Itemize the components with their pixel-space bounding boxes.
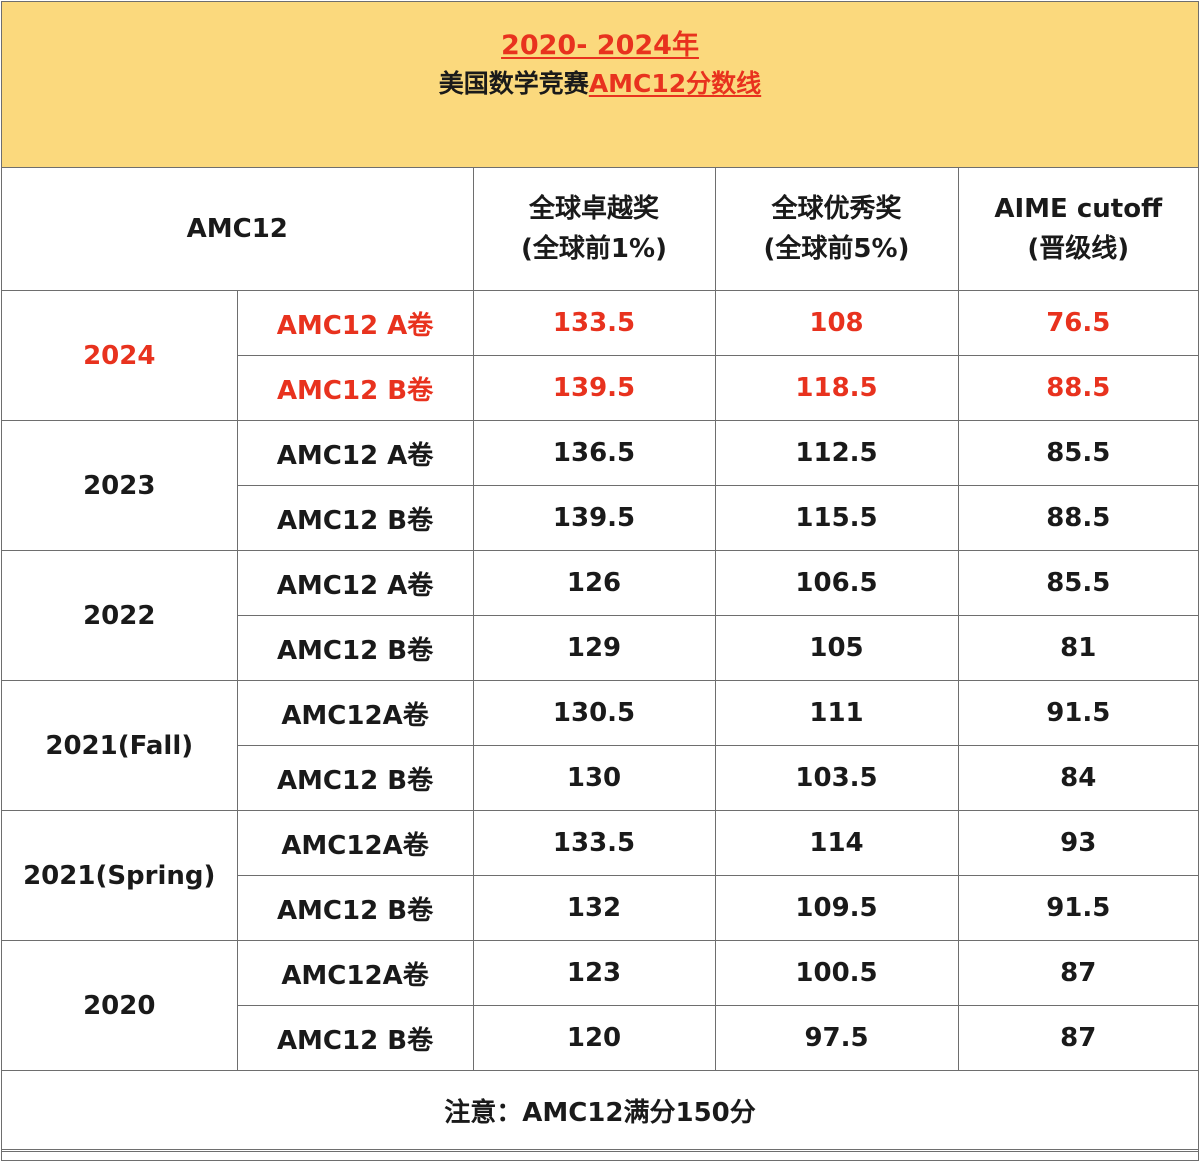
- merit-title: 全球优秀奖: [771, 194, 902, 224]
- table-row: 2020 AMC12A卷 123 100.5 87: [2, 940, 1199, 1071]
- distinction-cell: 130: [472, 745, 716, 811]
- distinction-cell: 133.5: [472, 290, 716, 356]
- merit-cell: 114: [714, 810, 959, 876]
- title-banner: 2020- 2024年 美国数学竞赛AMC12分数线: [2, 2, 1198, 168]
- paper-cell: AMC12 A卷: [236, 290, 474, 356]
- merit-subtitle: (全球前5%): [763, 234, 910, 264]
- distinction-cell: 120: [472, 1005, 716, 1071]
- distinction-cell: 133.5: [472, 810, 716, 876]
- year-cell: 2020: [2, 940, 238, 1071]
- aime-title: AIME cutoff: [994, 194, 1163, 224]
- distinction-cell: 129: [472, 615, 716, 681]
- distinction-cell: 123: [472, 940, 716, 1006]
- merit-cell: 97.5: [714, 1005, 959, 1071]
- table-row: AMC12 B卷 139.5 115.5 88.5: [2, 485, 1199, 551]
- aime-cell: 87: [957, 1005, 1199, 1071]
- paper-cell: AMC12 B卷: [237, 355, 474, 421]
- aime-cell: 85.5: [957, 550, 1199, 616]
- paper-cell: AMC12 B卷: [237, 1005, 474, 1071]
- table-row: 2022 AMC12 A卷 126 106.5 85.5: [2, 550, 1199, 681]
- table-row: AMC12 B卷 129 105 81: [2, 615, 1199, 681]
- distinction-cell: 139.5: [472, 485, 716, 551]
- merit-cell: 106.5: [714, 550, 959, 616]
- aime-cell: 91.5: [957, 680, 1199, 746]
- year-cell: 2023: [2, 420, 238, 551]
- title-subject: 美国数学竞赛AMC12分数线: [2, 64, 1198, 104]
- paper-cell: AMC12 B卷: [237, 615, 474, 681]
- merit-cell: 103.5: [714, 745, 959, 811]
- merit-cell: 100.5: [714, 940, 959, 1006]
- title-prefix: 美国数学竞赛: [438, 69, 589, 98]
- column-header-distinction: 全球卓越奖 (全球前1%): [472, 168, 716, 291]
- table-row: AMC12 B卷 139.5 118.5 88.5: [2, 355, 1199, 421]
- table-row: 2021(Spring) AMC12A卷 133.5 114 93: [2, 810, 1199, 941]
- column-header-label: AMC12: [2, 168, 474, 291]
- table-row: 2023 AMC12 A卷 136.5 112.5 85.5: [2, 420, 1199, 551]
- title-accent: AMC12分数线: [588, 69, 762, 98]
- table-row: 2024 AMC12 A卷 133.5 108 76.5: [2, 290, 1199, 421]
- paper-cell: AMC12 B卷: [237, 485, 474, 551]
- full-score-note: 注意：AMC12满分150分: [2, 1070, 1199, 1150]
- aime-cell: 76.5: [957, 290, 1199, 356]
- distinction-cell: 132: [472, 875, 716, 941]
- distinction-cell: 139.5: [472, 355, 716, 421]
- aime-cell: 93: [957, 810, 1199, 876]
- paper-cell: AMC12 B卷: [237, 745, 474, 811]
- paper-cell: AMC12A卷: [236, 680, 474, 746]
- paper-cell: AMC12 B卷: [237, 875, 474, 941]
- bottom-divider: [2, 1151, 1198, 1152]
- merit-cell: 109.5: [714, 875, 959, 941]
- merit-cell: 115.5: [714, 485, 959, 551]
- year-cell: 2021(Fall): [2, 680, 238, 811]
- aime-cell: 88.5: [957, 485, 1199, 551]
- title-year-range: 2020- 2024年: [501, 30, 699, 61]
- note-row: 注意：AMC12满分150分: [2, 1070, 1199, 1150]
- column-header-aime: AIME cutoff (晋级线): [957, 168, 1199, 291]
- table-row: AMC12 B卷 120 97.5 87: [2, 1005, 1199, 1071]
- aime-cell: 87: [957, 940, 1199, 1006]
- aime-subtitle: (晋级线): [1027, 234, 1130, 264]
- paper-cell: AMC12 A卷: [236, 550, 474, 616]
- merit-cell: 108: [714, 290, 959, 356]
- year-cell: 2024: [2, 290, 238, 421]
- distinction-cell: 126: [472, 550, 716, 616]
- table-row: 2021(Fall) AMC12A卷 130.5 111 91.5: [2, 680, 1199, 811]
- merit-cell: 118.5: [714, 355, 959, 421]
- merit-cell: 105: [714, 615, 959, 681]
- year-cell: 2022: [2, 550, 238, 681]
- merit-cell: 112.5: [714, 420, 959, 486]
- distinction-title: 全球卓越奖: [529, 194, 660, 224]
- aime-cell: 91.5: [957, 875, 1199, 941]
- aime-cell: 88.5: [957, 355, 1199, 421]
- year-cell: 2021(Spring): [2, 810, 238, 941]
- merit-cell: 111: [714, 680, 959, 746]
- column-header-merit: 全球优秀奖 (全球前5%): [714, 168, 959, 291]
- paper-cell: AMC12A卷: [236, 810, 474, 876]
- distinction-subtitle: (全球前1%): [521, 234, 667, 264]
- aime-cell: 85.5: [957, 420, 1199, 486]
- table-row: AMC12 B卷 132 109.5 91.5: [2, 875, 1199, 941]
- paper-cell: AMC12 A卷: [236, 420, 474, 486]
- distinction-cell: 130.5: [472, 680, 716, 746]
- table-row: AMC12 B卷 130 103.5 84: [2, 745, 1199, 811]
- aime-cell: 81: [957, 615, 1199, 681]
- distinction-cell: 136.5: [472, 420, 716, 486]
- header-row: AMC12 全球卓越奖 (全球前1%) 全球优秀奖 (全球前5%) AIME c…: [2, 168, 1199, 291]
- paper-cell: AMC12A卷: [236, 940, 474, 1006]
- aime-cell: 84: [957, 745, 1199, 811]
- cutoff-table: AMC12 全球卓越奖 (全球前1%) 全球优秀奖 (全球前5%) AIME c…: [2, 168, 1199, 1150]
